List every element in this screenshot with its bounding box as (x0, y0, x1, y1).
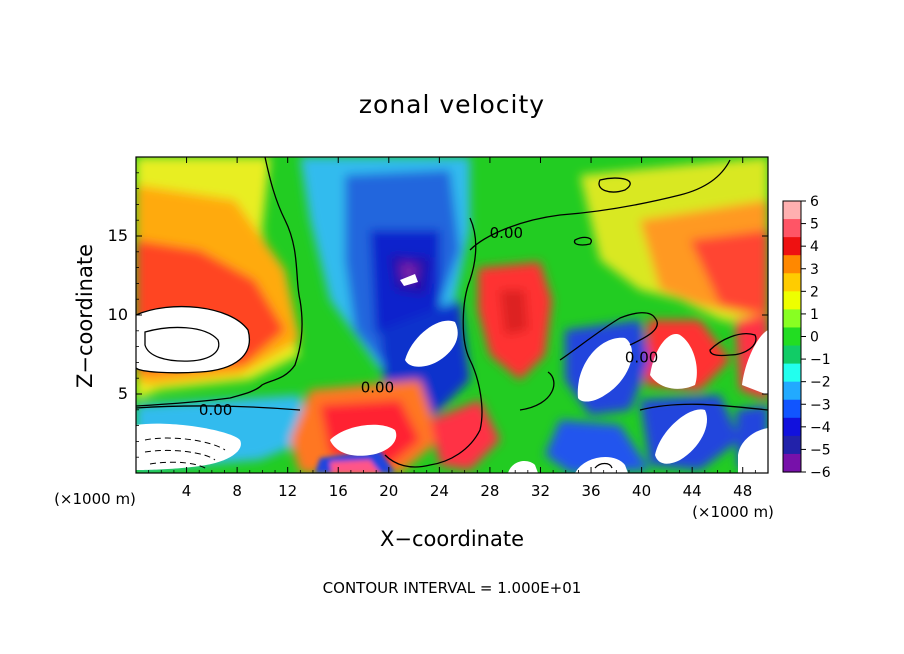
y-tick-label: 15 (108, 226, 128, 245)
contour-interval-footer: CONTOUR INTERVAL = 1.000E+01 (323, 579, 582, 597)
colorbar: 6 5 4 3 2 1 0 −1 −2 −3 −4 −5 −6 (782, 194, 831, 481)
colorbar-swatch (783, 219, 801, 238)
x-axis: 4 8 12 16 20 24 28 32 36 40 44 48 (148, 157, 756, 500)
x-unit-label-right: (×1000 m) (692, 503, 774, 521)
colorbar-tick-label: −6 (810, 465, 831, 481)
colorbar-swatch (783, 363, 801, 383)
contour-label: 0.00 (199, 401, 232, 419)
colorbar-tick-label: −1 (810, 352, 831, 368)
colorbar-swatch (783, 309, 801, 329)
colorbar-swatch (783, 201, 801, 220)
colorbar-swatch (783, 237, 801, 256)
colorbar-tick-label: 4 (810, 239, 819, 255)
y-tick-label: 5 (118, 384, 128, 403)
colorbar-tick-label: −4 (810, 420, 831, 436)
colorbar-swatch (783, 291, 801, 310)
colorbar-tick-label: −2 (810, 375, 831, 391)
colorbar-swatch (783, 453, 801, 473)
x-unit-label: (×1000 m) (54, 490, 136, 508)
colorbar-tick-label: −3 (810, 397, 831, 413)
colorbar-tick-label: 0 (810, 330, 819, 346)
y-axis: 5 10 15 (108, 172, 768, 458)
colorbar-tick-label: 1 (810, 307, 819, 323)
x-tick-label: 4 (182, 482, 192, 500)
contour-label: 0.00 (625, 349, 658, 367)
colorbar-tick-label: −5 (810, 442, 831, 458)
colorbar-tick-label: 5 (810, 217, 819, 233)
x-tick-label: 16 (329, 482, 348, 500)
heatmap-field (136, 157, 768, 473)
colorbar-tick-label: 3 (810, 262, 819, 278)
colorbar-swatch (783, 345, 801, 365)
colorbar-swatch (783, 273, 801, 292)
x-tick-label: 24 (430, 482, 449, 500)
x-tick-label: 12 (278, 482, 297, 500)
x-tick-label: 36 (581, 482, 600, 500)
colorbar-swatch (783, 255, 801, 274)
x-axis-label: X−coordinate (380, 527, 524, 551)
x-tick-label: 8 (232, 482, 242, 500)
colorbar-swatch (783, 327, 801, 347)
x-tick-label: 40 (632, 482, 651, 500)
x-tick-label: 28 (480, 482, 499, 500)
x-tick-label: 48 (733, 482, 752, 500)
colorbar-tick-label: 6 (810, 194, 819, 210)
y-tick-label: 10 (108, 305, 128, 324)
x-tick-label: 32 (531, 482, 550, 500)
colorbar-swatch (783, 417, 801, 437)
colorbar-swatch (783, 381, 801, 401)
colorbar-swatch (783, 435, 801, 455)
colorbar-tick-label: 2 (810, 284, 819, 300)
contour-label: 0.00 (361, 379, 394, 397)
x-tick-label: 20 (379, 482, 398, 500)
contour-label: 0.00 (490, 224, 523, 242)
contour-labels: 0.00 0.00 0.00 0.00 (199, 224, 658, 419)
x-tick-label: 44 (683, 482, 702, 500)
colorbar-swatch (783, 399, 801, 419)
y-axis-label: Z−coordinate (73, 244, 97, 388)
chart-title: zonal velocity (359, 90, 545, 119)
